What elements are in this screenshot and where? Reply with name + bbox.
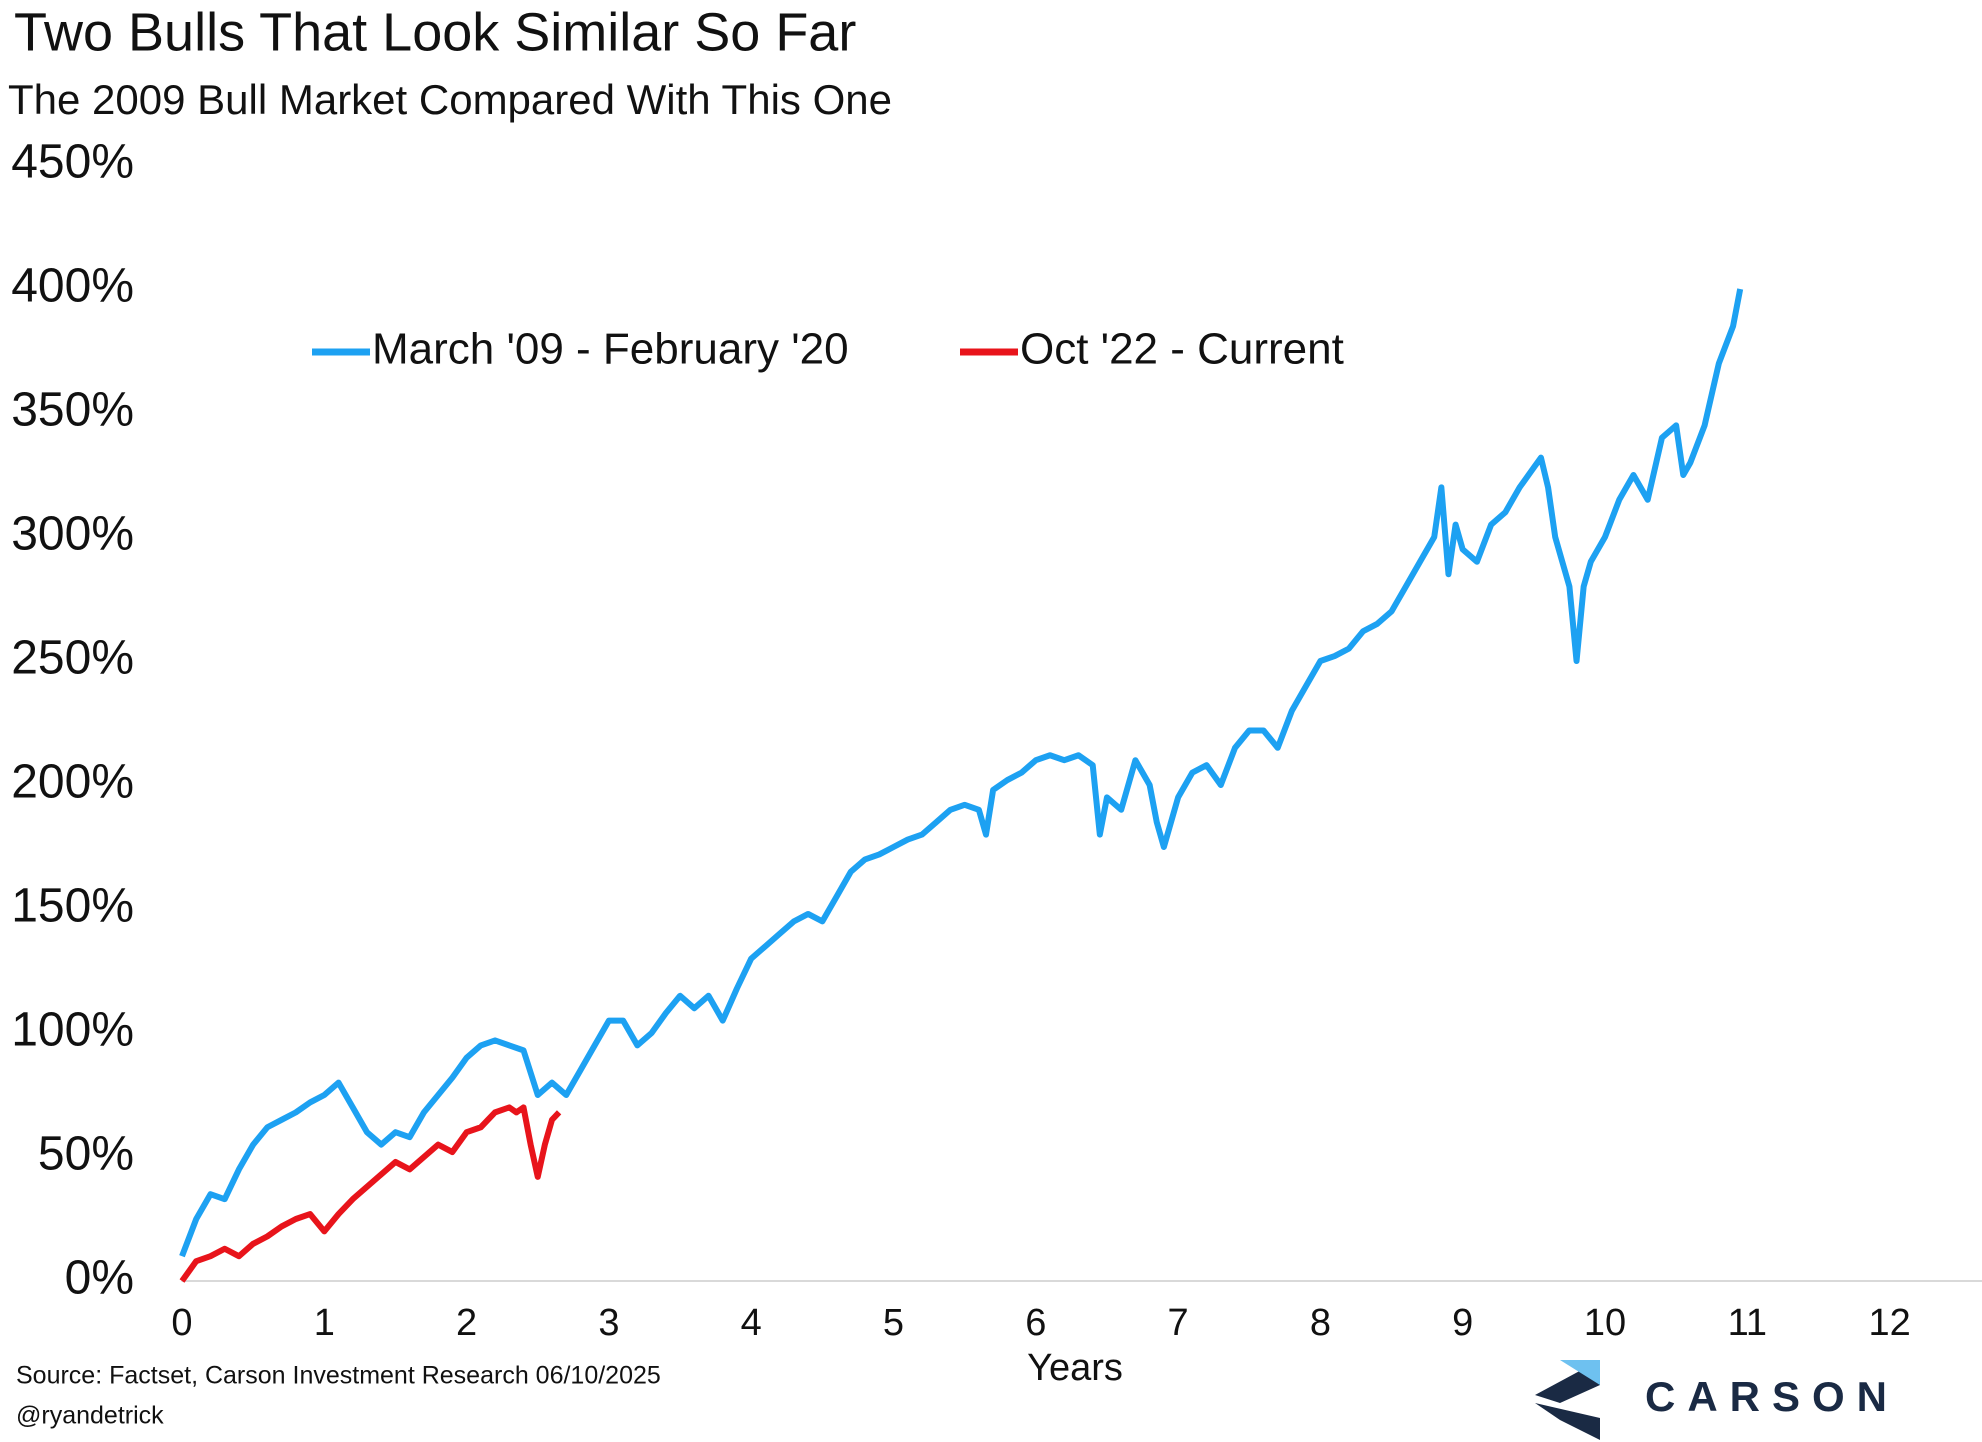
logo-text: CARSON: [1645, 1373, 1899, 1420]
legend-label: Oct '22 - Current: [1020, 325, 1344, 374]
handle: @ryandetrick: [16, 1402, 164, 1430]
y-tick-label: 50%: [38, 1128, 134, 1181]
x-tick-label: 3: [598, 1302, 619, 1344]
x-tick-label: 4: [741, 1302, 762, 1344]
x-axis-label: Years: [1027, 1347, 1123, 1389]
x-tick-label: 2: [456, 1302, 477, 1344]
x-tick-label: 6: [1025, 1302, 1046, 1344]
x-tick-label: 10: [1584, 1302, 1626, 1344]
x-tick-label: 1: [314, 1302, 335, 1344]
series-line: [179, 1104, 562, 1283]
chart-title: Two Bulls That Look Similar So Far: [14, 2, 856, 62]
y-tick-label: 0%: [65, 1252, 134, 1305]
y-tick-label: 300%: [11, 508, 134, 561]
y-tick-label: 100%: [11, 1004, 134, 1057]
y-tick-label: 150%: [11, 880, 134, 933]
x-tick-label: 12: [1868, 1302, 1910, 1344]
y-tick-label: 450%: [11, 136, 134, 189]
x-tick-label: 8: [1310, 1302, 1331, 1344]
legend-label: March '09 - February '20: [372, 325, 849, 374]
y-tick-label: 250%: [11, 632, 134, 685]
series-line: [179, 288, 1744, 1258]
x-tick-label: 0: [171, 1302, 192, 1344]
x-tick-label: 7: [1168, 1302, 1189, 1344]
logo-mark: [1535, 1360, 1600, 1440]
x-tick-label: 9: [1452, 1302, 1473, 1344]
source-note: Source: Factset, Carson Investment Resea…: [16, 1362, 661, 1390]
chart-subtitle: The 2009 Bull Market Compared With This …: [8, 76, 892, 123]
y-tick-label: 400%: [11, 260, 134, 313]
x-tick-label: 11: [1728, 1302, 1767, 1344]
y-tick-label: 350%: [11, 384, 134, 437]
x-tick-label: 5: [883, 1302, 904, 1344]
y-tick-label: 200%: [11, 756, 134, 809]
